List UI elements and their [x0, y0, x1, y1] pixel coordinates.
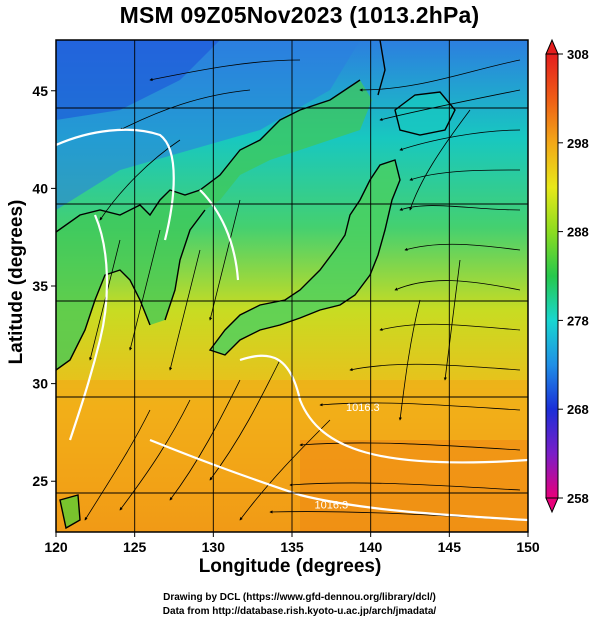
colorbar-tick-label: 258 — [567, 491, 589, 506]
isobar — [239, 354, 528, 464]
lat-tick-label: 25 — [32, 473, 48, 489]
temperature-colorbar: 258 268 278 288 298 308 — [545, 38, 589, 514]
lat-tick-label: 40 — [32, 180, 48, 196]
lat-tick-label: 30 — [32, 376, 48, 392]
lat-tick-label: 45 — [32, 83, 48, 99]
colorbar-max-triangle — [545, 38, 559, 55]
lon-tick-label: 140 — [359, 539, 383, 555]
y-axis-label: Latitude (degrees) — [6, 199, 27, 365]
credit-drawing: Drawing by DCL (https://www.gfd-dennou.o… — [163, 592, 436, 603]
lon-tick-label: 125 — [123, 539, 147, 555]
lat-tick-label: 35 — [32, 278, 48, 294]
isobar-labels: 1016.3 1016.3 — [315, 402, 380, 512]
isobar-label: 1016.3 — [315, 500, 349, 512]
lon-tick-label: 150 — [516, 539, 540, 555]
x-axis-label: Longitude (degrees) — [198, 556, 382, 577]
isobar — [56, 128, 175, 241]
map-title: MSM 09Z05Nov2023 (1013.2hPa) — [119, 2, 480, 28]
colorbar-tick-label: 288 — [567, 225, 589, 240]
continent-land — [56, 80, 372, 370]
lon-tick-label: 130 — [202, 539, 226, 555]
lon-tick-label: 135 — [280, 539, 304, 555]
lon-tick-label: 145 — [438, 539, 462, 555]
isobar — [199, 189, 240, 281]
lon-tick-label: 120 — [44, 539, 68, 555]
isobar-label: 1016.3 — [346, 402, 380, 414]
colorbar-tick-label: 278 — [567, 313, 589, 328]
colorbar-tick-label: 268 — [567, 402, 589, 417]
longitude-axis: 120 125 130 135 140 145 150 — [44, 532, 540, 555]
colorbar-min-triangle — [545, 497, 559, 514]
colorbar-tick-label: 298 — [567, 136, 589, 151]
isobar — [68, 214, 109, 441]
latitude-axis: 25 30 35 40 45 — [32, 83, 56, 489]
isobar — [149, 438, 528, 522]
credit-data-source: Data from http://database.rish.kyoto-u.a… — [162, 606, 437, 617]
colorbar-tick-label: 308 — [567, 47, 589, 62]
